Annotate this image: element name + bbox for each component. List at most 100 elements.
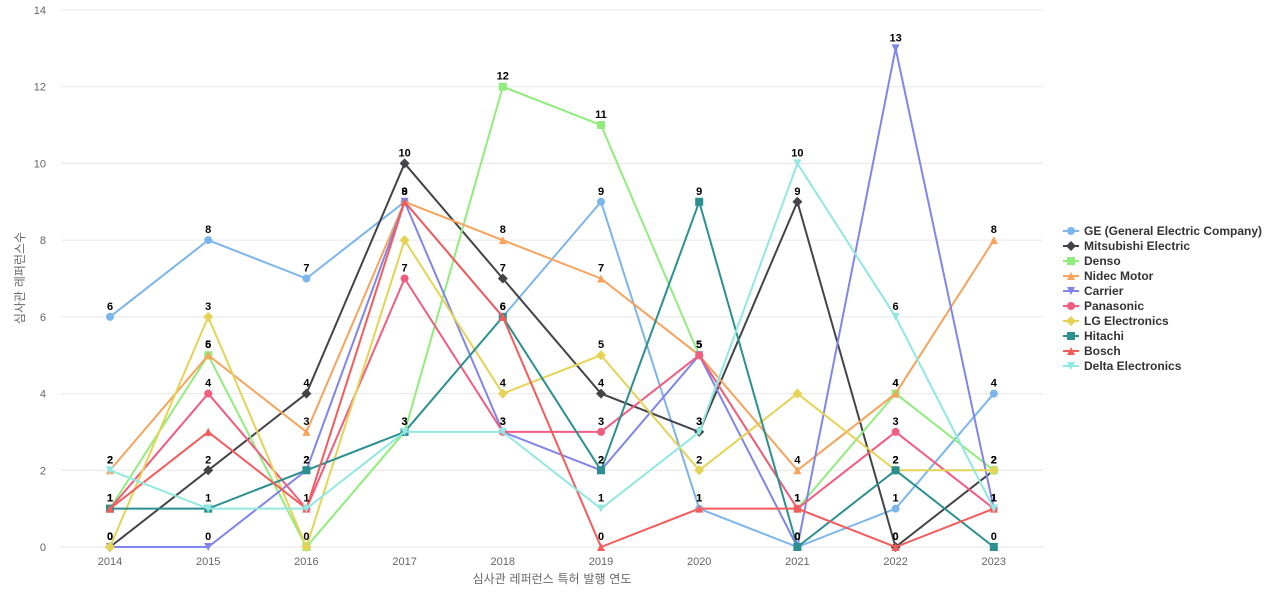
data-label: 6 [500, 301, 506, 313]
data-point-marker[interactable] [891, 543, 900, 551]
data-point-marker[interactable] [400, 427, 409, 436]
data-point-marker[interactable] [400, 197, 409, 206]
data-point-marker[interactable] [597, 274, 605, 283]
data-point-marker[interactable] [597, 543, 605, 551]
series-line[interactable] [109, 239, 994, 548]
data-label: 1 [696, 493, 702, 505]
data-point-marker[interactable] [891, 427, 900, 436]
data-point-marker[interactable] [301, 388, 312, 399]
data-point-marker[interactable] [597, 121, 605, 130]
series-line[interactable] [110, 47, 995, 548]
data-point-marker[interactable] [793, 504, 802, 513]
data-point-marker[interactable] [792, 388, 803, 399]
data-point-marker[interactable] [695, 351, 704, 360]
legend-label: Mitsubishi Electric [1084, 239, 1190, 253]
data-label: 9 [402, 186, 408, 198]
data-point-marker[interactable] [204, 351, 213, 360]
data-point-marker[interactable] [106, 466, 114, 475]
legend-item[interactable]: Bosch [1063, 344, 1121, 358]
legend-item[interactable]: Mitsubishi Electric [1063, 239, 1190, 253]
data-point-marker[interactable] [203, 465, 214, 476]
series-line[interactable] [109, 200, 995, 548]
data-label: 3 [402, 416, 408, 428]
data-point-marker[interactable] [988, 465, 999, 476]
data-point-marker[interactable] [302, 504, 311, 513]
legend-item[interactable]: Carrier [1063, 284, 1124, 298]
data-point-marker[interactable] [989, 543, 998, 551]
data-point-marker[interactable] [302, 427, 311, 436]
data-point-marker[interactable] [793, 543, 802, 551]
data-point-marker[interactable] [204, 543, 213, 551]
data-point-marker[interactable] [989, 389, 998, 398]
series-lines [105, 44, 999, 552]
data-point-marker[interactable] [301, 542, 312, 552]
legend-item[interactable]: GE (General Electric Company) [1063, 224, 1262, 238]
data-point-marker[interactable] [106, 312, 114, 321]
data-point-marker[interactable] [302, 466, 311, 475]
data-point-marker[interactable] [695, 197, 704, 206]
data-point-marker[interactable] [891, 504, 900, 513]
data-point-marker[interactable] [792, 196, 803, 207]
data-label: 6 [107, 301, 113, 313]
data-point-marker[interactable] [596, 388, 606, 399]
series-6 [105, 235, 999, 552]
data-point-marker[interactable] [203, 311, 214, 322]
data-point-marker[interactable] [497, 273, 508, 284]
data-point-marker[interactable] [891, 389, 900, 398]
data-point-marker[interactable] [793, 466, 802, 475]
data-point-marker[interactable] [695, 427, 704, 436]
data-point-marker[interactable] [497, 388, 508, 399]
data-label: 3 [696, 416, 702, 428]
data-label: 1 [893, 493, 899, 505]
data-point-marker[interactable] [498, 312, 507, 321]
series-line[interactable] [110, 200, 995, 548]
data-label: 1 [696, 493, 702, 505]
legend-item[interactable]: Nidec Motor [1063, 269, 1154, 283]
data-point-marker[interactable] [302, 274, 311, 283]
y-tick-label: 2 [40, 465, 46, 477]
legend-item[interactable]: Delta Electronics [1063, 359, 1182, 373]
legend-item[interactable]: Panasonic [1063, 299, 1144, 313]
y-tick-label: 12 [34, 82, 46, 94]
data-point-marker[interactable] [204, 389, 213, 398]
data-point-marker[interactable] [597, 427, 605, 436]
data-point-marker[interactable] [695, 504, 704, 513]
data-point-marker[interactable] [891, 312, 900, 321]
data-point-marker[interactable] [498, 236, 507, 245]
data-point-marker[interactable] [989, 236, 998, 245]
data-point-marker[interactable] [204, 236, 213, 245]
legend[interactable]: GE (General Electric Company)Mitsubishi … [1063, 224, 1262, 373]
data-label: 13 [889, 32, 901, 44]
legend-item[interactable]: Denso [1063, 254, 1121, 268]
data-label: 2 [598, 454, 604, 466]
data-point-marker[interactable] [204, 427, 213, 436]
legend-item[interactable]: Hitachi [1063, 329, 1124, 343]
data-point-marker[interactable] [399, 158, 410, 169]
data-point-marker[interactable] [891, 466, 900, 475]
data-point-marker[interactable] [204, 504, 213, 513]
data-point-marker[interactable] [694, 465, 705, 476]
data-point-marker[interactable] [105, 542, 115, 552]
x-tick-label: 2019 [589, 556, 613, 568]
data-point-marker[interactable] [597, 504, 605, 513]
series-line[interactable] [109, 162, 995, 510]
data-point-marker[interactable] [596, 350, 606, 361]
data-point-marker[interactable] [400, 274, 409, 283]
x-tick-label: 2021 [785, 556, 809, 568]
data-label: 10 [791, 147, 803, 159]
data-point-marker[interactable] [891, 44, 900, 53]
data-point-marker[interactable] [399, 235, 410, 246]
legend-item[interactable]: LG Electronics [1063, 314, 1169, 328]
data-label: 3 [303, 416, 309, 428]
data-point-marker[interactable] [597, 466, 605, 475]
data-point-marker[interactable] [989, 504, 998, 513]
data-point-marker[interactable] [597, 197, 605, 206]
data-point-marker[interactable] [106, 504, 114, 513]
data-point-marker[interactable] [793, 159, 802, 168]
data-point-marker[interactable] [498, 427, 507, 436]
data-point-marker[interactable] [498, 82, 507, 91]
data-label: 0 [107, 531, 113, 543]
data-labels: 6879691014024107439021503121151422638875… [107, 32, 998, 543]
data-label: 2 [991, 454, 997, 466]
